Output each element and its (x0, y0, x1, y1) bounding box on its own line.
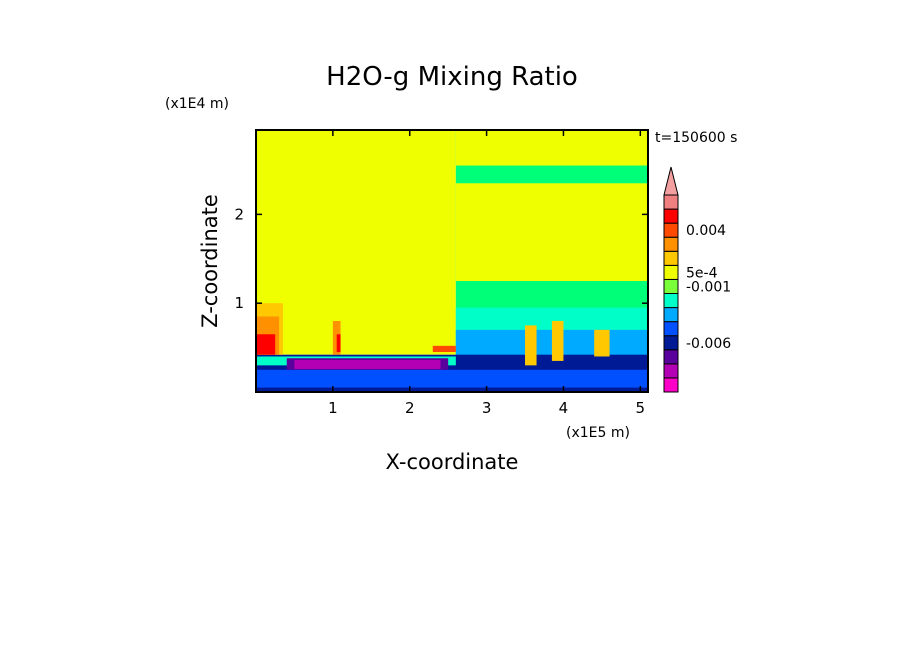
colorbar-extend-arrow (663, 166, 679, 196)
x-axis-label: X-coordinate (386, 450, 519, 474)
x-tick-label: 2 (405, 399, 415, 417)
field-region-16 (432, 345, 456, 353)
colorbar-swatch (663, 377, 679, 393)
time-label: t=150600 s (655, 130, 737, 146)
colorbar-swatch (663, 307, 679, 323)
field-region-7 (256, 369, 648, 388)
colorbar-swatch (663, 236, 679, 252)
colorbar-swatch (663, 321, 679, 337)
plot-frame (255, 129, 649, 393)
colorbar-swatch (663, 222, 679, 238)
colorbar-label: -0.001 (686, 279, 731, 295)
field-region-2 (455, 183, 648, 281)
colorbar-swatch (663, 194, 679, 210)
colorbar-swatch (663, 363, 679, 379)
colorbar-label: 0.004 (686, 223, 726, 239)
field-region-18 (551, 320, 564, 361)
x-tick-label: 4 (559, 399, 569, 417)
field-region-13 (256, 334, 276, 355)
x-tick-label: 5 (636, 399, 646, 417)
plot-area (256, 130, 648, 392)
chart-title: H2O-g Mixing Ratio (326, 62, 578, 92)
field-region-3 (455, 130, 648, 166)
field-region-15 (336, 334, 341, 353)
colorbar-swatch (663, 278, 679, 294)
y-tick-label: 1 (234, 294, 244, 312)
y-scale-label: (x1E4 m) (165, 96, 229, 112)
y-tick-label: 2 (234, 205, 244, 223)
field-region-0 (256, 130, 456, 355)
colorbar-swatch (663, 293, 679, 309)
y-axis-ticks: 12 (234, 205, 648, 312)
colorbar-label: -0.006 (686, 336, 731, 352)
colorbar-label: 5e-4 (686, 265, 718, 281)
field-region-19 (594, 329, 610, 357)
colorbar-swatch (663, 208, 679, 224)
x-tick-label: 1 (328, 399, 338, 417)
colorbar: 0.004 5e-4-0.001 -0.006 (663, 166, 731, 393)
colorbar-swatch (663, 250, 679, 266)
colorbar-swatch (663, 335, 679, 351)
colorbar-swatch (663, 349, 679, 365)
x-tick-label: 3 (482, 399, 492, 417)
x-scale-label: (x1E5 m) (566, 425, 630, 441)
field-region-17 (525, 325, 537, 366)
x-axis-ticks: 1 2 3 4 5 (328, 130, 645, 417)
colorbar-swatch (663, 264, 679, 280)
y-axis-label: Z-coordinate (198, 194, 222, 328)
field-region-10 (294, 360, 441, 369)
